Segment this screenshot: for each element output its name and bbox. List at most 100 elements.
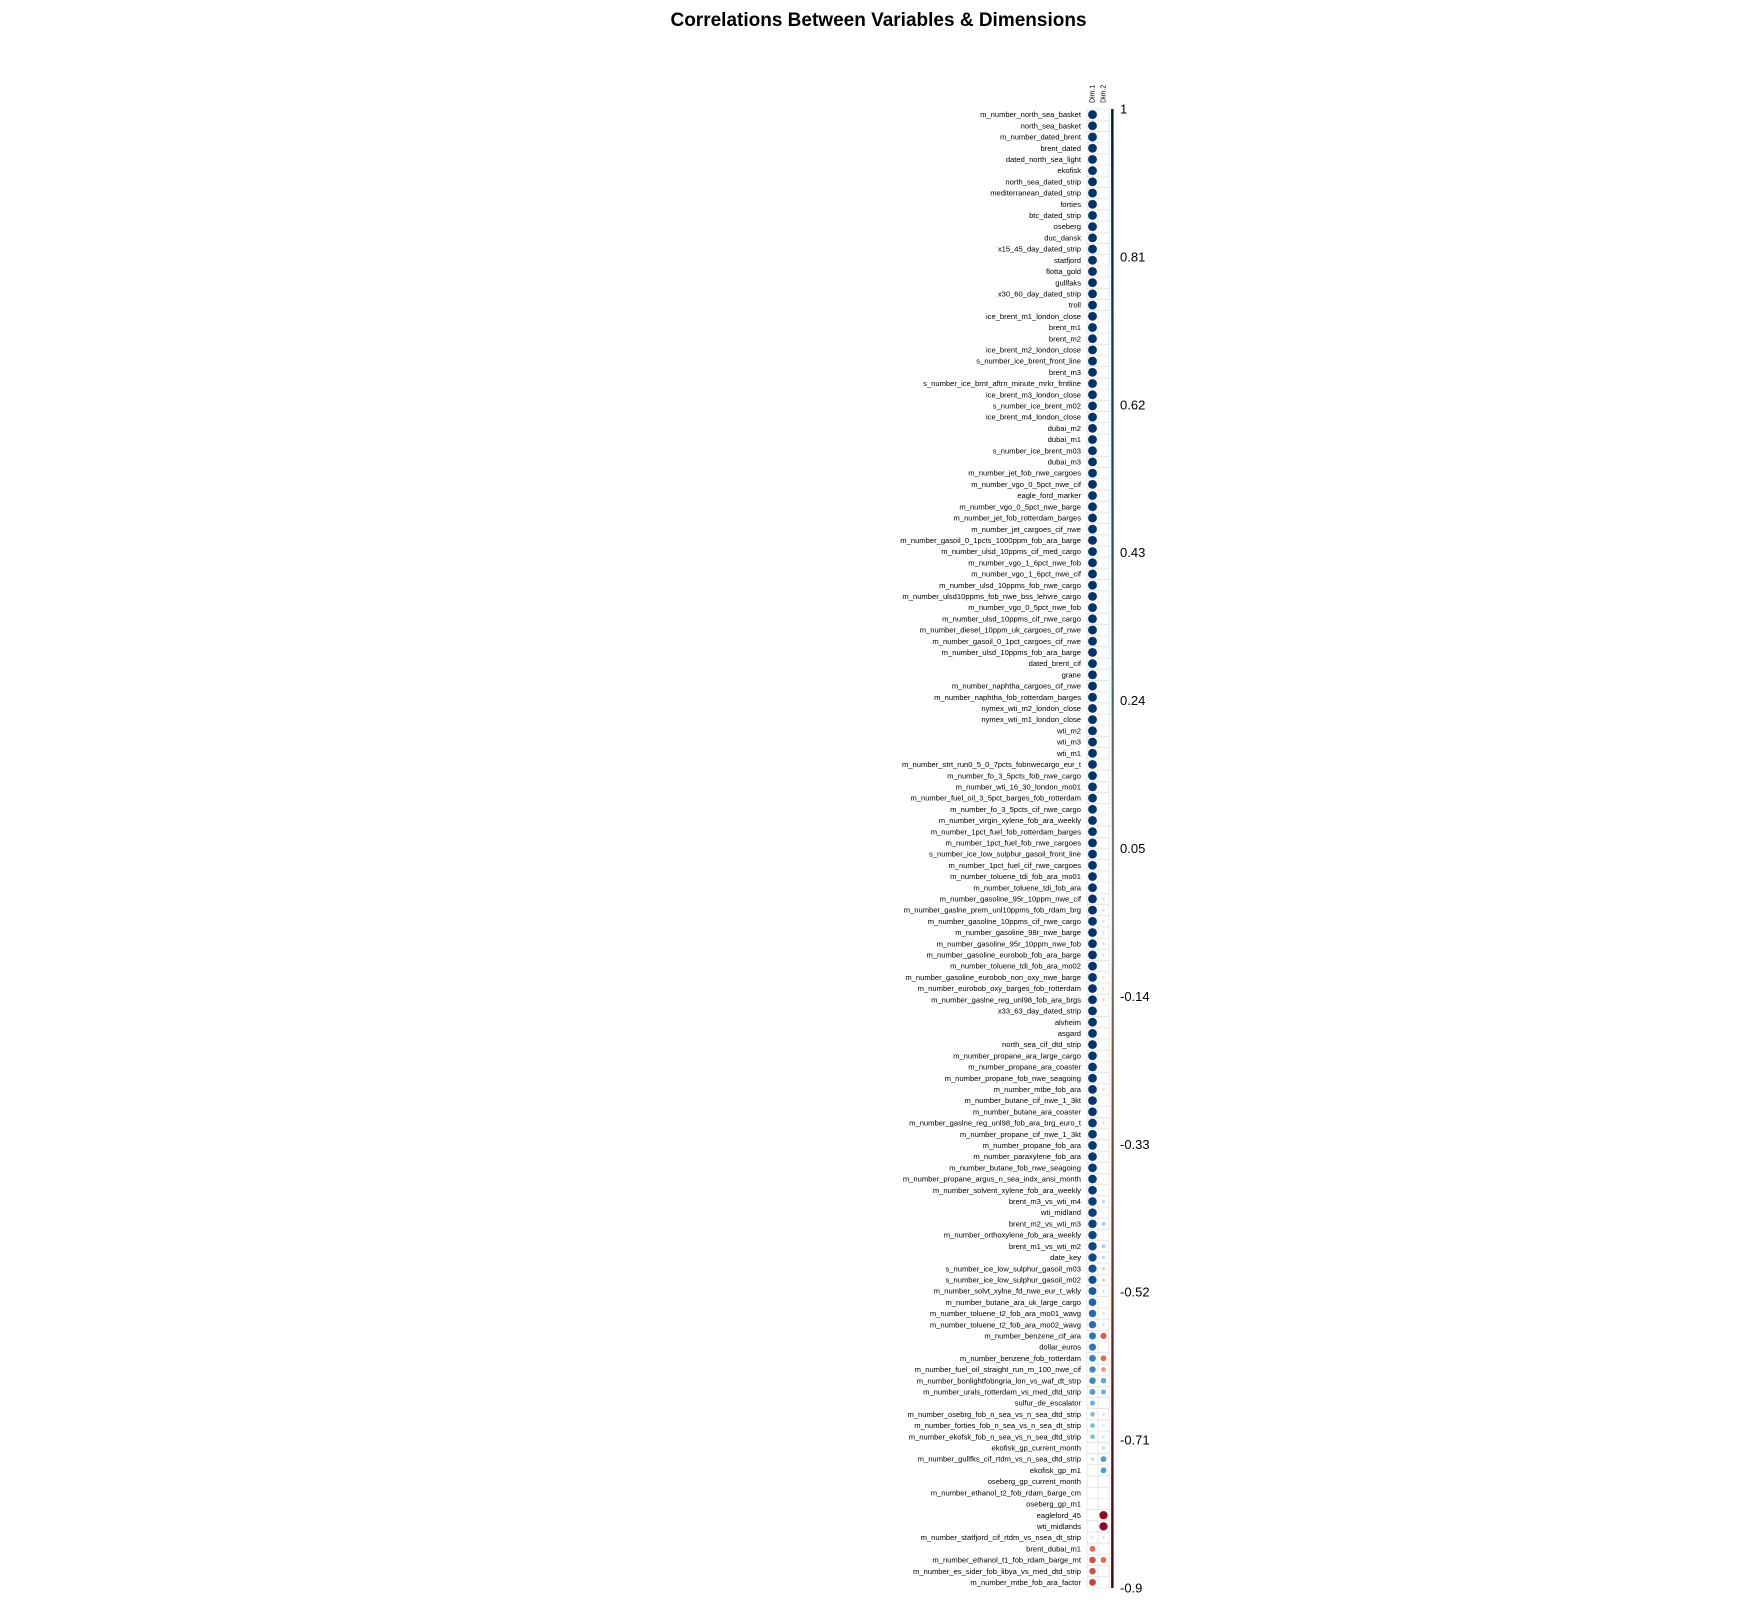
- dim1-correlation-dot: [1088, 1343, 1097, 1351]
- row-label: m_number_osebrg_fob_n_sea_vs_n_sea_dtd_s…: [907, 1410, 1081, 1419]
- row-label: s_number_ice_low_sulphur_gasoil_m03: [945, 1264, 1081, 1273]
- row-label: north_sea_dated_strip: [1005, 177, 1081, 186]
- dim2-correlation-dot: [1101, 1535, 1106, 1540]
- row-label: dubai_m3: [1048, 458, 1081, 467]
- colorbar-tick-label: 0.05: [1120, 841, 1145, 856]
- dim1-correlation-dot: [1088, 1309, 1097, 1318]
- dim1-correlation-dot: [1088, 1275, 1097, 1285]
- dim1-correlation-dot: [1087, 580, 1098, 590]
- dim1-correlation-dot: [1087, 770, 1098, 781]
- dim1-correlation-dot: [1088, 1286, 1097, 1296]
- row-label: flotta_gold: [1046, 267, 1081, 276]
- dim1-correlation-dot: [1087, 826, 1098, 837]
- row-label: m_number_propane_argus_n_sea_indx_ansi_m…: [903, 1175, 1081, 1184]
- row-label: m_number_gaslne_reg_unl98_fob_ara_brg_eu…: [909, 1119, 1082, 1128]
- dim1-correlation-dot: [1087, 177, 1098, 187]
- dim2-correlation-dot: [1101, 1446, 1106, 1450]
- dim1-correlation-dot: [1087, 692, 1098, 702]
- dim2-correlation-dot: [1101, 1277, 1106, 1282]
- row-label: eagleford_45: [1037, 1511, 1081, 1520]
- dim1-correlation-dot: [1087, 849, 1098, 859]
- dim2-correlation-dot: [1100, 1556, 1107, 1564]
- dim1-correlation-dot: [1087, 210, 1098, 221]
- colorbar-tick-label: -0.52: [1120, 1285, 1150, 1300]
- dim1-correlation-dot: [1087, 703, 1098, 714]
- dim1-correlation-dot: [1090, 1457, 1095, 1462]
- row-label: m_number_mtbe_fob_ara_factor: [970, 1578, 1081, 1587]
- dim1-correlation-dot: [1087, 121, 1098, 131]
- colorbar-tick-label: 0.24: [1120, 693, 1145, 708]
- row-label: gullfaks: [1055, 278, 1081, 287]
- dim1-correlation-dot: [1087, 154, 1098, 165]
- dim1-correlation-dot: [1087, 602, 1098, 613]
- row-label: m_number_propane_ara_large_cargo: [953, 1051, 1081, 1060]
- row-label: m_number_butane_cif_nwe_1_3kt: [964, 1096, 1081, 1105]
- dim1-correlation-dot: [1087, 916, 1098, 927]
- row-label: dollar_euros: [1039, 1343, 1081, 1352]
- dim2-correlation-dot: [1102, 1211, 1105, 1214]
- dim1-correlation-dot: [1087, 1095, 1098, 1106]
- dim2-correlation-dot: [1101, 986, 1106, 991]
- dim1-correlation-dot: [1087, 748, 1098, 758]
- dim1-correlation-dot: [1087, 457, 1098, 467]
- row-label: m_number_toluene_t2_fob_ara_mo01_wavg: [930, 1309, 1081, 1318]
- dim1-correlation-dot: [1087, 1241, 1098, 1251]
- dim1-correlation-dot: [1087, 939, 1098, 949]
- row-label: m_number_propane_fob_nwe_seagoing: [945, 1074, 1081, 1083]
- dim1-correlation-dot: [1087, 199, 1098, 209]
- dim1-correlation-dot: [1087, 367, 1098, 378]
- row-label: ice_brent_m4_london_close: [986, 413, 1081, 422]
- row-label: m_number_ulsd_10ppms_fob_nwe_cargo: [939, 581, 1081, 590]
- dim1-correlation-dot: [1087, 1151, 1098, 1162]
- row-label: sulfur_de_escalator: [1015, 1399, 1082, 1408]
- dim1-correlation-dot: [1087, 221, 1098, 232]
- dim1-correlation-dot: [1089, 1388, 1096, 1396]
- row-label: m_number_urals_rotterdam_vs_med_dtd_stri…: [923, 1388, 1081, 1397]
- row-label: m_number_1pct_fuel_cif_nwe_cargoes: [948, 861, 1081, 870]
- colorbar-tick-label: -0.71: [1120, 1433, 1150, 1448]
- row-label: m_number_es_sider_fob_libya_vs_med_dtd_s…: [913, 1567, 1081, 1576]
- dim2-correlation-dot: [1101, 908, 1106, 912]
- row-label: forties: [1060, 200, 1081, 209]
- dim2-correlation-dot: [1099, 1521, 1108, 1531]
- row-label: m_number_gasoline_eurobob_fob_ara_barge: [926, 951, 1081, 960]
- row-label: duc_dansk: [1044, 233, 1081, 242]
- row-label: m_number_ulsd_10ppms_cif_nwe_cargo: [942, 614, 1081, 623]
- dim1-correlation-dot: [1087, 1062, 1098, 1072]
- row-label: m_number_ulsd10ppms_fob_nwe_bss_lehvre_c…: [902, 592, 1081, 601]
- dim1-correlation-dot: [1088, 1320, 1097, 1329]
- row-label: ekofisk: [1057, 166, 1081, 175]
- row-label: wti_m1: [1056, 749, 1081, 758]
- dim1-correlation-dot: [1087, 726, 1098, 736]
- dim2-correlation-dot: [1101, 1435, 1106, 1439]
- dim1-correlation-dot: [1087, 333, 1098, 344]
- row-label: m_number_fuel_oil_straight_run_m_100_nwe…: [915, 1365, 1082, 1374]
- dim1-correlation-dot: [1087, 1006, 1098, 1016]
- row-label: mediterranean_dated_strip: [990, 189, 1081, 198]
- dim2-correlation-dot: [1101, 919, 1106, 923]
- dim1-correlation-dot: [1087, 972, 1098, 983]
- row-label: btc_dated_strip: [1029, 211, 1081, 220]
- row-label: m_number_wti_16_30_london_mo01: [956, 782, 1081, 791]
- row-label: oseberg_gp_current_month: [988, 1477, 1081, 1486]
- dim1-correlation-dot: [1087, 289, 1098, 299]
- row-label: m_number_1pct_fuel_fob_nwe_cargoes: [945, 838, 1081, 847]
- colorbar-gradient: [1111, 109, 1113, 1588]
- dim1-correlation-dot: [1087, 614, 1098, 624]
- dim2-correlation-dot: [1101, 953, 1106, 957]
- dim1-correlation-dot: [1087, 1017, 1098, 1027]
- row-label: m_number_fuel_oil_3_5pct_barges_fob_rott…: [910, 794, 1081, 803]
- dim1-correlation-dot: [1087, 1219, 1098, 1229]
- dim1-correlation-dot: [1087, 165, 1098, 176]
- dim1-correlation-dot: [1087, 524, 1098, 534]
- dim2-correlation-dot: [1101, 1244, 1106, 1249]
- dim1-correlation-dot: [1087, 546, 1098, 557]
- dim1-correlation-dot: [1087, 132, 1098, 142]
- column-label: Dim.2: [1101, 85, 1108, 103]
- dim1-correlation-dot: [1088, 1377, 1097, 1385]
- dim1-correlation-dot: [1087, 109, 1098, 120]
- row-label: grane: [1062, 670, 1081, 679]
- dim1-correlation-dot: [1087, 389, 1098, 400]
- dim2-correlation-dot: [1100, 1377, 1107, 1384]
- dim1-correlation-dot: [1088, 1264, 1097, 1274]
